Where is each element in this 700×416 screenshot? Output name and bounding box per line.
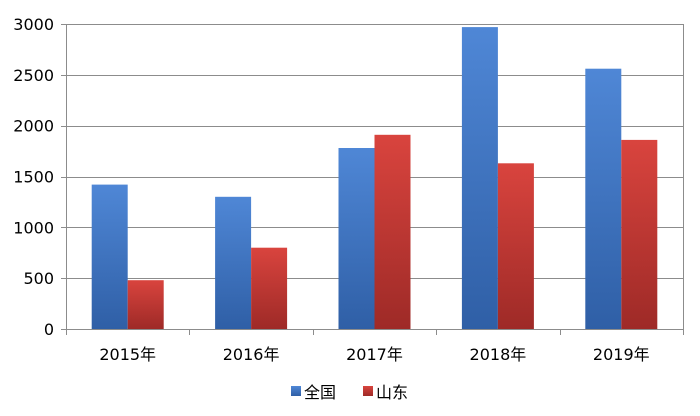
bar-山东-2015年	[127, 280, 164, 329]
bar-全国-2018年	[461, 27, 498, 329]
bar-山东-2016年	[251, 247, 288, 329]
bar-全国-2019年	[585, 68, 622, 329]
x-tick-label-0: 2015年	[99, 345, 156, 364]
y-tick-labels: 0 500 1000 1500 2000 2500 3000	[13, 15, 54, 339]
x-tick-label-3: 2018年	[470, 345, 527, 364]
legend-swatch-山东	[363, 386, 373, 396]
bar-山东-2018年	[497, 163, 534, 329]
x-tick-labels: 2015年 2016年 2017年 2018年 2019年	[99, 345, 649, 364]
axes	[61, 24, 684, 335]
legend-label-山东: 山东	[376, 383, 408, 402]
bar-山东-2017年	[374, 134, 411, 329]
bar-全国-2016年	[215, 196, 252, 329]
y-tick-label-2000: 2000	[13, 117, 54, 136]
legend: 全国 山东	[291, 383, 408, 402]
bar-全国-2017年	[338, 148, 375, 329]
legend-label-全国: 全国	[304, 383, 336, 402]
y-tick-label-1000: 1000	[13, 218, 54, 237]
bar-全国-2015年	[91, 184, 128, 329]
x-tick-label-2: 2017年	[346, 345, 403, 364]
bars	[91, 27, 658, 329]
legend-swatch-全国	[291, 386, 301, 396]
x-tick-label-1: 2016年	[223, 345, 280, 364]
y-tick-label-3000: 3000	[13, 15, 54, 34]
x-tick-label-4: 2019年	[593, 345, 650, 364]
y-tick-label-500: 500	[23, 269, 54, 288]
y-tick-label-0: 0	[44, 320, 54, 339]
y-tick-label-2500: 2500	[13, 66, 54, 85]
y-tick-label-1500: 1500	[13, 168, 54, 187]
bar-山东-2019年	[621, 139, 658, 329]
